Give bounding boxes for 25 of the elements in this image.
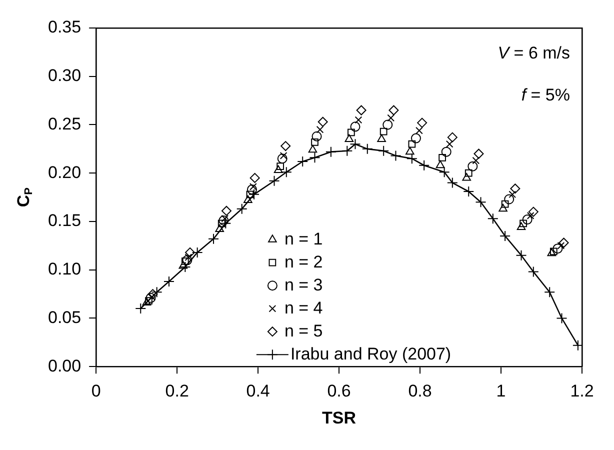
legend-label: n = 2 [284, 252, 323, 272]
y-axis-title: CP [14, 187, 36, 208]
y-tick-label: 0.20 [48, 162, 82, 182]
legend-label: Irabu and Roy (2007) [290, 344, 452, 364]
y-tick-label: 0.00 [48, 356, 82, 376]
x-tick-label: 0.8 [408, 381, 432, 400]
legend-label: n = 5 [284, 321, 323, 340]
x-tick-label: 0 [91, 381, 101, 400]
x-tick-label: 1 [496, 381, 506, 400]
y-tick-label: 0.10 [48, 260, 82, 279]
annotation: f = 5% [521, 86, 570, 105]
x-tick-label: 0.2 [165, 381, 189, 400]
x-axis-title: TSR [322, 408, 356, 428]
y-tick-label: 0.05 [48, 308, 82, 327]
y-tick-label: 0.35 [48, 18, 82, 37]
x-tick-label: 0.4 [246, 381, 270, 400]
legend-label: n = 4 [284, 298, 323, 318]
legend-label: n = 3 [284, 275, 323, 294]
legend-label: n = 1 [284, 229, 323, 248]
y-tick-label: 0.15 [48, 211, 82, 230]
y-tick-label: 0.25 [48, 114, 82, 134]
x-tick-label: 1.2 [570, 381, 594, 400]
annotation: V = 6 m/s [498, 44, 570, 63]
y-tick-label: 0.30 [48, 66, 82, 86]
x-tick-label: 0.6 [327, 381, 351, 400]
